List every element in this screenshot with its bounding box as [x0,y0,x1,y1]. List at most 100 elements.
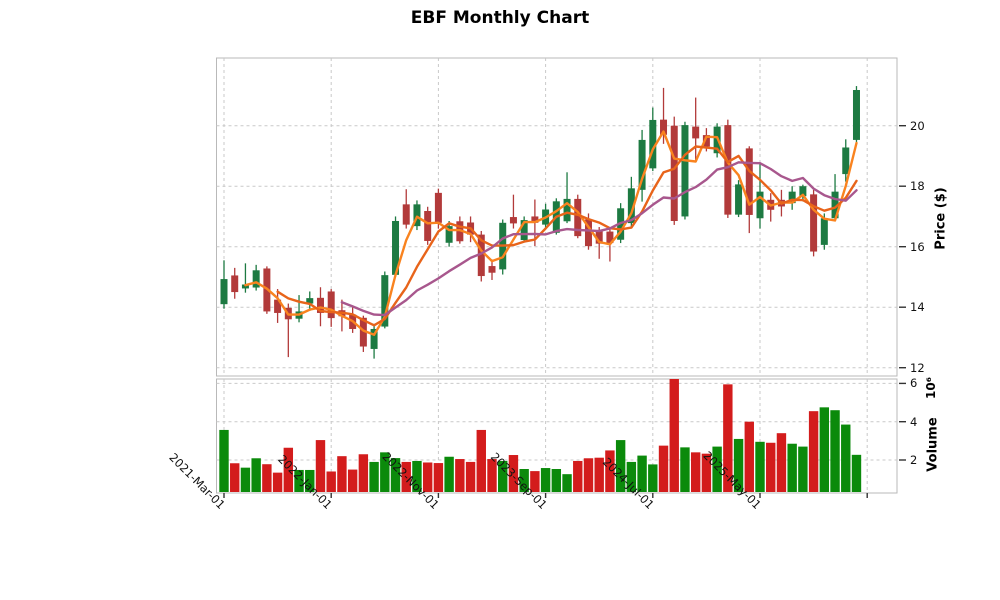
volume-bar [712,446,722,492]
volume-bar [658,445,669,492]
volume-bar [723,384,733,492]
price-tick-label: 14 [910,300,925,315]
candle-body [584,219,592,247]
volume-bar [219,429,229,492]
volume-bar [766,442,776,492]
candle-body [381,275,389,327]
candle-body [638,139,646,190]
candle-body [724,125,732,215]
volume-bar [422,462,433,492]
candle-body [627,188,635,224]
volume-bar [648,464,658,492]
candle-body [327,291,335,319]
volume-bar [498,460,508,492]
volume-bar [519,469,529,492]
volume-bar [433,463,444,492]
volume-bar [690,452,701,492]
volume-bar [530,471,540,492]
volume-bar [615,440,626,492]
volume-tick-label: 4 [910,414,918,429]
volume-bar [551,469,562,492]
candle-body [413,204,421,227]
volume-bar [508,455,519,492]
volume-bar [583,458,594,492]
candle-body [231,275,239,293]
price-tick-label: 16 [910,239,925,254]
moving-average-line-3 [244,130,858,336]
candle-body [563,198,571,222]
volume-bar [701,453,712,492]
volume-bar [798,446,808,492]
volume-bar [347,469,358,492]
volume-bar [283,447,294,492]
volume-bar [412,460,422,492]
moving-average-line-12 [340,161,858,317]
candle-body [595,230,603,244]
price-tick-label: 20 [910,118,925,133]
volume-bar [744,421,754,492]
candle-body [424,211,432,241]
volume-bar [262,464,272,492]
volume-bar [272,472,283,492]
volume-bar [830,410,840,492]
volume-bar [401,461,411,492]
volume-bar [240,467,251,492]
volume-bar [562,474,572,492]
candle-body [445,226,453,243]
candle-body [649,119,657,169]
volume-bar [680,447,690,492]
volume-bar [540,468,551,492]
candle-body [681,125,689,217]
candle-body [477,234,485,277]
volume-bar [605,450,615,492]
volume-bar [465,461,476,492]
candle-body [606,231,614,244]
candle-body [702,135,710,147]
candle-body [735,184,743,215]
moving-average-line-6 [276,145,858,327]
volume-bar [476,429,486,492]
candle-body [306,298,314,304]
candle-body [370,328,378,349]
candle-body [316,297,324,313]
candle-body [220,279,228,305]
candle-body [842,147,850,175]
volume-bar [390,458,401,492]
volume-bar [733,438,744,492]
volume-bar [230,463,240,492]
volume-bar [787,443,797,492]
volume-bar [637,455,647,492]
volume-bar [326,471,336,492]
volume-axis-label: Volume [925,417,941,472]
candle-body [531,216,539,223]
candle-body [820,218,828,245]
candle-body [574,198,582,237]
volume-bar [626,461,637,492]
candle-body [488,266,496,273]
candle-body [392,220,400,275]
candle-body [756,191,764,219]
volume-bar [669,379,679,492]
candle-body [509,217,517,224]
volume-bar [455,459,465,492]
volume-tick-label: 6 [910,376,918,391]
volume-bar [444,456,454,492]
volume-bar [594,457,604,492]
volume-bar [380,452,390,492]
volume-bar [358,454,369,492]
candle-body [852,90,860,140]
candle-body [520,220,528,241]
volume-bar [251,458,261,492]
candle-body [745,148,753,215]
volume-bar [487,459,497,492]
candle-body [692,126,700,139]
price-tick-label: 12 [910,360,925,375]
price-tick-label: 18 [910,179,925,194]
candle-body [660,119,668,135]
volume-bar [755,441,765,492]
candle-body [359,317,367,347]
candle-body [252,270,260,288]
candle-body [788,191,796,204]
volume-bar [776,433,787,492]
